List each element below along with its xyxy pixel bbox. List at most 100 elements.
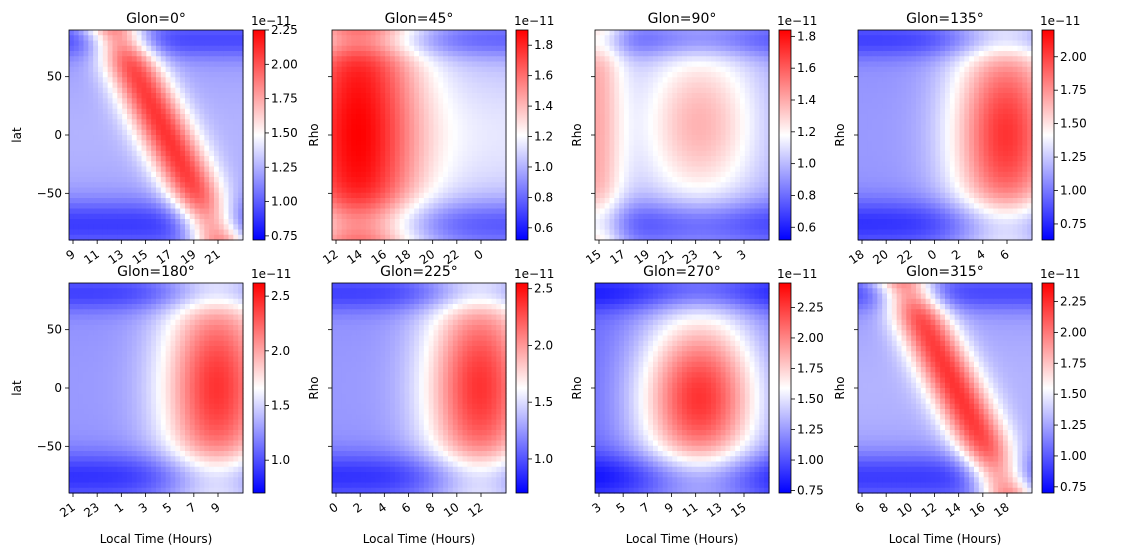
heatmap-cell: [667, 135, 673, 141]
heatmap-cell: [477, 224, 483, 231]
heatmap-cell: [696, 61, 702, 68]
heatmap-cell: [730, 203, 736, 210]
heatmap-cell: [199, 61, 205, 68]
heatmap-cell: [346, 135, 352, 141]
heatmap-cell: [165, 198, 172, 204]
heatmap-cell: [725, 182, 731, 189]
heatmap-cell: [438, 224, 444, 231]
heatmap-cell: [614, 35, 620, 42]
heatmap-cell: [759, 145, 765, 152]
heatmap-cell: [238, 161, 244, 168]
heatmap-cell: [628, 161, 635, 168]
heatmap-cell: [156, 140, 162, 147]
heatmap-cell: [457, 87, 464, 94]
heatmap-cell: [682, 177, 688, 183]
heatmap-cell: [677, 135, 683, 141]
heatmap-cell: [332, 192, 338, 199]
heatmap-cell: [73, 208, 80, 215]
heatmap-cell: [98, 40, 104, 47]
heatmap-cell: [419, 150, 425, 157]
heatmap-cell: [151, 30, 157, 36]
heatmap-cell: [916, 135, 922, 141]
heatmap-cell: [901, 203, 907, 210]
heatmap-cell: [657, 40, 664, 47]
heatmap-cell: [735, 114, 741, 120]
heatmap-cell: [443, 124, 449, 131]
heatmap-cell: [428, 103, 435, 110]
heatmap-cell: [214, 35, 220, 42]
heatmap-cell: [672, 30, 678, 36]
heatmap-cell: [448, 234, 454, 241]
heatmap-cell: [361, 177, 367, 183]
heatmap-cell: [341, 82, 348, 89]
heatmap-cell: [614, 198, 620, 204]
heatmap-cell: [686, 61, 693, 68]
heatmap-cell: [491, 66, 497, 73]
heatmap-cell: [112, 187, 118, 194]
heatmap-cell: [189, 35, 196, 42]
heatmap-cell: [131, 229, 138, 236]
heatmap-cell: [725, 129, 731, 136]
heatmap-cell: [648, 66, 654, 73]
heatmap-cell: [862, 108, 869, 115]
heatmap-cell: [624, 192, 630, 199]
heatmap-cell: [633, 66, 640, 73]
heatmap-cell: [443, 72, 449, 78]
heatmap-cell: [409, 208, 415, 215]
heatmap-cell: [151, 56, 157, 63]
heatmap-cell: [69, 45, 75, 52]
heatmap-cell: [462, 198, 468, 204]
heatmap-cell: [428, 182, 435, 189]
heatmap-cell: [749, 177, 756, 183]
heatmap-cell: [83, 82, 89, 89]
heatmap-cell: [88, 161, 94, 168]
heatmap-cell: [223, 66, 230, 73]
heatmap-cell: [725, 219, 731, 225]
heatmap-cell: [643, 234, 649, 241]
heatmap-cell: [423, 224, 430, 231]
heatmap-cell: [88, 171, 94, 178]
heatmap-cell: [633, 161, 640, 168]
heatmap-cell: [599, 171, 606, 178]
heatmap-cell: [643, 66, 649, 73]
heatmap-cell: [98, 166, 104, 173]
heatmap-cell: [390, 66, 396, 73]
heatmap-cell: [472, 129, 478, 136]
heatmap-cell: [467, 77, 473, 84]
heatmap-cell: [720, 103, 727, 110]
heatmap-cell: [156, 114, 162, 120]
heatmap-cell: [662, 124, 669, 131]
heatmap-cell: [686, 213, 693, 220]
heatmap-cell: [365, 234, 372, 241]
heatmap-cell: [375, 45, 381, 52]
heatmap-cell: [131, 93, 138, 99]
heatmap-cell: [882, 208, 888, 215]
heatmap-cell: [112, 219, 118, 225]
heatmap-cell: [735, 103, 741, 110]
heatmap-cell: [691, 182, 698, 189]
heatmap-cell: [486, 51, 493, 57]
heatmap-cell: [740, 45, 746, 52]
heatmap-cell: [107, 229, 114, 236]
heatmap-cell: [877, 30, 883, 36]
heatmap-cell: [472, 150, 478, 157]
heatmap-cell: [715, 234, 722, 241]
heatmap-cell: [882, 40, 888, 47]
heatmap-cell: [409, 56, 415, 63]
heatmap-cell: [906, 40, 912, 47]
heatmap-cell: [102, 119, 109, 126]
heatmap-cell: [409, 135, 415, 141]
heatmap-cell: [423, 182, 430, 189]
heatmap-cell: [472, 213, 478, 220]
heatmap-cell: [619, 72, 625, 78]
heatmap-cell: [160, 145, 167, 152]
heatmap-cell: [720, 61, 727, 68]
heatmap-cell: [419, 35, 425, 42]
heatmap-cell: [749, 108, 756, 115]
heatmap-cell: [496, 135, 502, 141]
heatmap-cell: [223, 30, 230, 36]
heatmap-cell: [180, 98, 186, 105]
heatmap-cell: [127, 108, 133, 115]
heatmap-cell: [891, 51, 898, 57]
heatmap-cell: [185, 72, 191, 78]
